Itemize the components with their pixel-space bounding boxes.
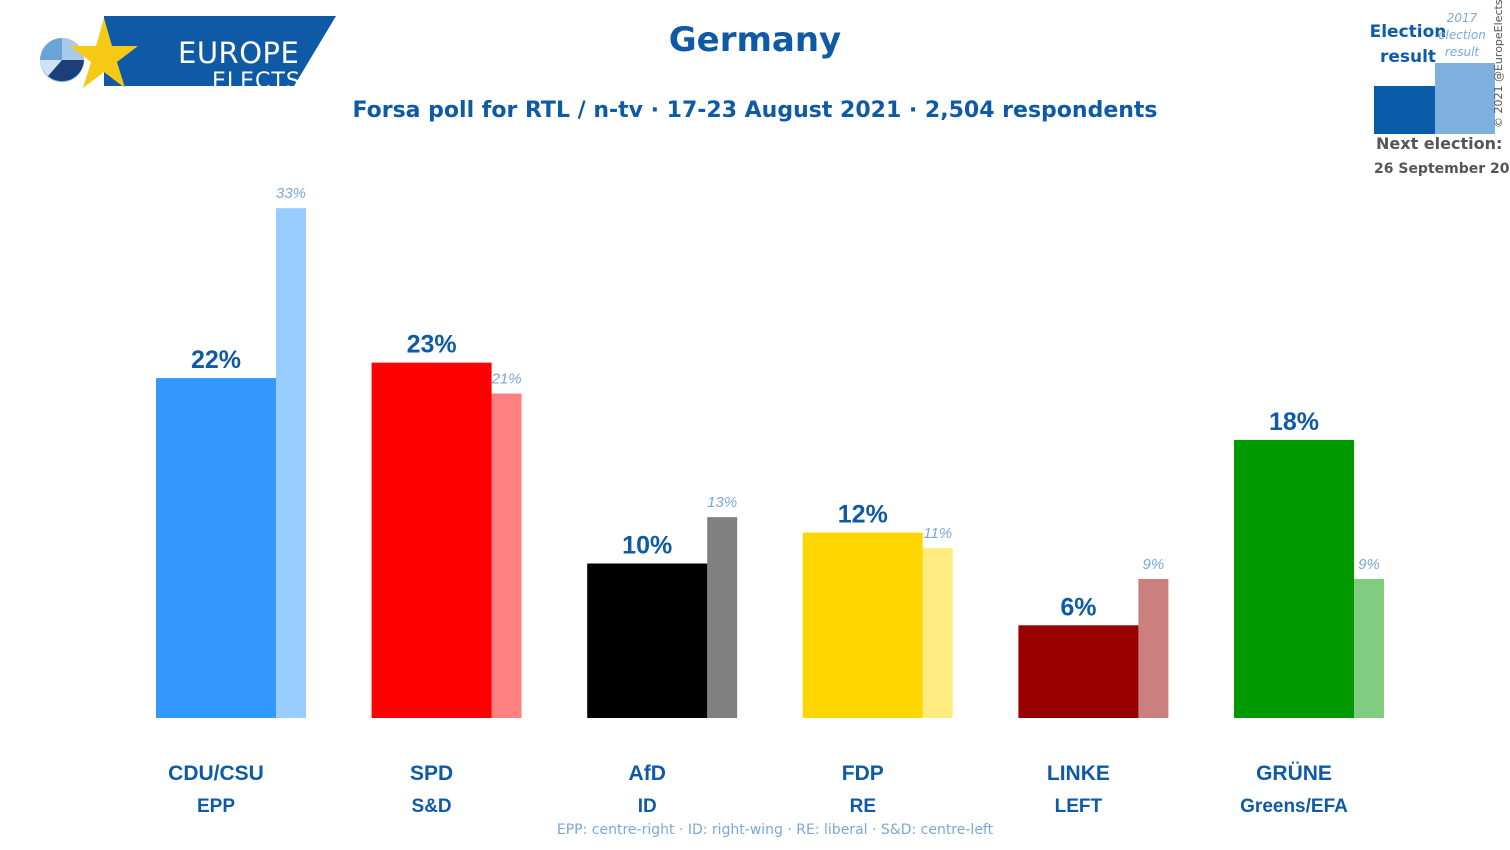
bar-main-3 xyxy=(803,533,923,718)
category-label-4: LINKE xyxy=(1047,762,1110,785)
bar-main-0 xyxy=(156,378,276,718)
bar-prev-2 xyxy=(707,517,737,718)
bar-chart: 22% 33% CDU/CSU EPP 23% 21% SPD S&D 10% 13% AfD ID 1… xyxy=(0,0,1510,850)
prev-value-label-3: 11% xyxy=(923,525,952,542)
bar-prev-3 xyxy=(923,548,953,718)
category-label-1: SPD xyxy=(410,762,453,785)
bar-main-5 xyxy=(1234,440,1354,718)
prev-value-label-0: 33% xyxy=(276,185,306,202)
prev-value-label-2: 13% xyxy=(707,494,737,511)
bar-prev-4 xyxy=(1138,579,1168,718)
bar-main-4 xyxy=(1018,625,1138,718)
group-label-1: S&D xyxy=(412,796,452,817)
bar-main-2 xyxy=(587,564,707,719)
prev-value-label-4: 9% xyxy=(1143,556,1165,573)
group-label-2: ID xyxy=(638,796,657,817)
bar-prev-1 xyxy=(492,394,522,718)
value-label-2: 10% xyxy=(622,532,672,560)
bar-prev-5 xyxy=(1354,579,1384,718)
category-label-2: AfD xyxy=(629,762,666,785)
value-label-3: 12% xyxy=(838,501,888,529)
category-label-3: FDP xyxy=(842,762,884,785)
prev-value-label-5: 9% xyxy=(1358,556,1380,573)
prev-value-label-1: 21% xyxy=(491,371,522,388)
group-label-5: Greens/EFA xyxy=(1240,796,1348,817)
group-label-0: EPP xyxy=(197,796,235,817)
group-label-4: LEFT xyxy=(1055,796,1103,817)
group-footnote: EPP: centre-right · ID: right-wing · RE:… xyxy=(0,822,1510,838)
group-label-3: RE xyxy=(850,796,876,817)
value-label-5: 18% xyxy=(1269,408,1319,436)
category-label-5: GRÜNE xyxy=(1256,762,1332,785)
category-label-0: CDU/CSU xyxy=(168,762,264,785)
value-label-1: 23% xyxy=(407,331,457,359)
value-label-0: 22% xyxy=(191,346,241,374)
value-label-4: 6% xyxy=(1060,593,1096,621)
bar-prev-0 xyxy=(276,208,306,718)
bar-main-1 xyxy=(372,363,492,718)
